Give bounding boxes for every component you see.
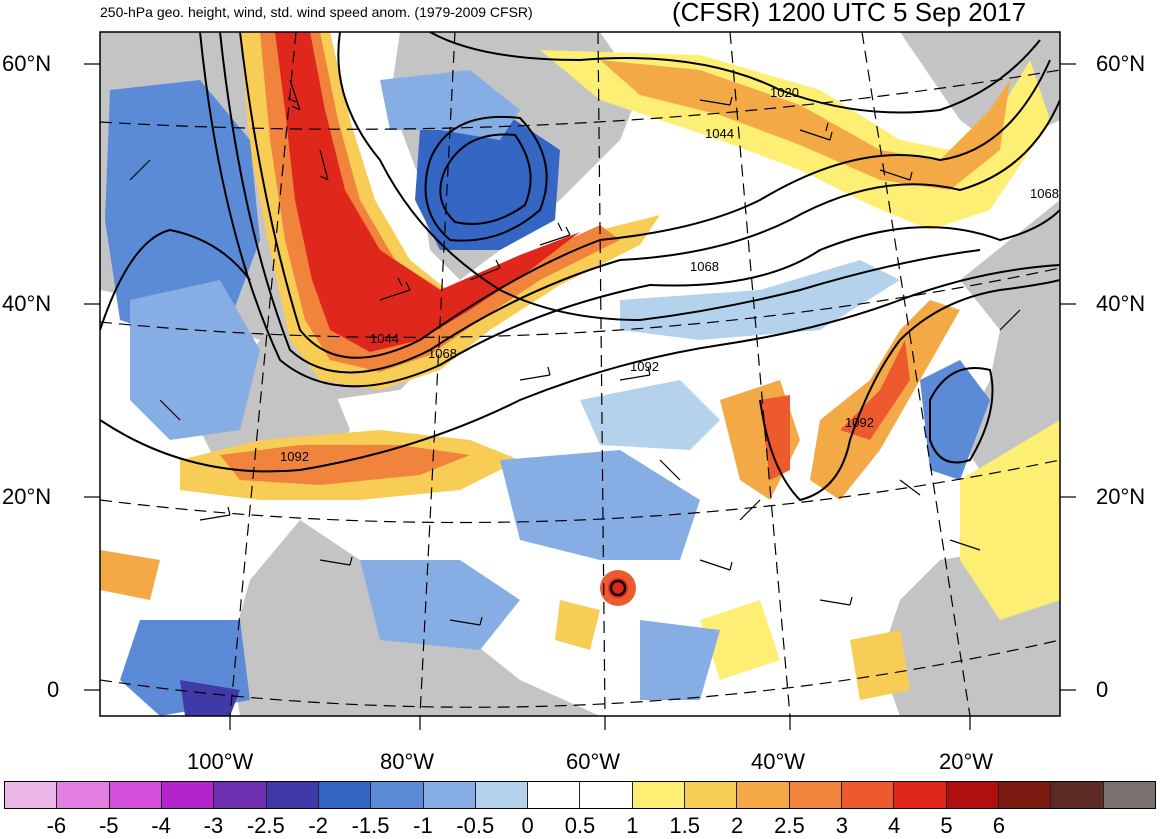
lon-label: 100°W	[187, 749, 254, 774]
colorbar-tick-label: 2	[730, 813, 744, 838]
colorbar-tick-label: 1.5	[669, 813, 701, 838]
colorbar-tick-label: -5	[98, 813, 119, 838]
colorbar-tick-label: 4	[888, 813, 901, 838]
colorbar-swatch	[789, 782, 842, 808]
contour-label: 1092	[280, 449, 309, 464]
colorbar-tick-label: -2	[308, 813, 328, 838]
colorbar-tick-label: 5	[940, 813, 953, 838]
colorbar-swatch	[57, 782, 110, 808]
colorbar-swatch	[161, 782, 215, 808]
lon-label: 40°W	[751, 749, 806, 774]
colorbar-tick-label: -3	[203, 813, 224, 838]
colorbar-swatch	[214, 782, 267, 808]
colorbar-swatch	[528, 782, 581, 808]
map-title: (CFSR) 1200 UTC 5 Sep 2017	[672, 0, 1027, 27]
contour-label: 1092	[630, 359, 659, 374]
height-contours	[100, 32, 1060, 597]
colorbar-swatch	[1103, 782, 1155, 808]
colorbar-swatch	[842, 782, 895, 808]
colorbar-swatch	[5, 782, 58, 808]
colorbar-tick-label: -0.5	[456, 813, 495, 838]
colorbar-swatch	[894, 782, 947, 808]
colorbar-swatch	[318, 782, 372, 808]
lat-label-right: 40°N	[1096, 291, 1146, 316]
weather-map: 1020 1044 1068 1068 1044 1068 1092 1092 …	[84, 31, 1076, 730]
colorbar-tick-label: -6	[46, 813, 67, 838]
colorbar-swatch	[475, 782, 529, 808]
lat-label-right: 20°N	[1096, 484, 1146, 509]
wind-barbs	[129, 79, 1021, 626]
lat-label-left: 40°N	[2, 291, 52, 316]
colorbar	[4, 781, 1156, 809]
lon-label: 80°W	[380, 749, 435, 774]
colorbar-tick-label: 1	[626, 813, 639, 838]
lat-label-left: 0	[47, 677, 60, 702]
contour-label: 1044	[370, 331, 399, 346]
colorbar-tick-label: -1.5	[351, 813, 390, 838]
lat-label-right: 60°N	[1096, 51, 1146, 76]
lat-label-left: 20°N	[2, 484, 52, 509]
colorbar-swatch	[266, 782, 319, 808]
colorbar-tick-label: -1	[413, 813, 433, 838]
axis-ticks	[84, 63, 1076, 730]
contour-label: 1068	[428, 346, 457, 361]
graticule	[100, 32, 1060, 716]
colorbar-swatch	[580, 782, 633, 808]
lon-label: 20°W	[939, 749, 994, 774]
colorbar-swatch	[632, 782, 686, 808]
colorbar-swatch	[946, 782, 999, 808]
colorbar-tick-label: 2.5	[774, 813, 805, 838]
colorbar-tick-label: 3	[835, 813, 848, 838]
colorbar-swatch	[1051, 782, 1104, 808]
contour-label: 1020	[770, 85, 799, 100]
colorbar-swatch	[998, 782, 1052, 808]
colorbar-tick-label: 0	[521, 813, 534, 838]
contour-labels: 1020 1044 1068 1068 1044 1068 1092 1092 …	[280, 85, 1059, 464]
colorbar-swatch	[423, 782, 476, 808]
lat-label-right: 0	[1096, 677, 1109, 702]
contour-label: 1092	[845, 415, 874, 430]
colorbar-swatch	[371, 782, 424, 808]
colorbar-swatch	[737, 782, 790, 808]
lon-label: 60°W	[566, 749, 621, 774]
colorbar-swatch	[109, 782, 162, 808]
contour-label: 1068	[1030, 186, 1059, 201]
contour-label: 1068	[690, 259, 719, 274]
colorbar-tick-label: 6	[992, 813, 1006, 838]
map-subtitle: 250-hPa geo. height, wind, std. wind spe…	[100, 4, 533, 20]
map-frame	[99, 31, 1061, 717]
colorbar-tick-label: -2.5	[246, 813, 285, 838]
colorbar-tick-label: 0.5	[564, 813, 596, 838]
contour-label: 1044	[705, 126, 734, 141]
colorbar-swatch	[685, 782, 738, 808]
lat-label-left: 60°N	[2, 51, 52, 76]
colorbar-tick-label: -4	[151, 813, 171, 838]
